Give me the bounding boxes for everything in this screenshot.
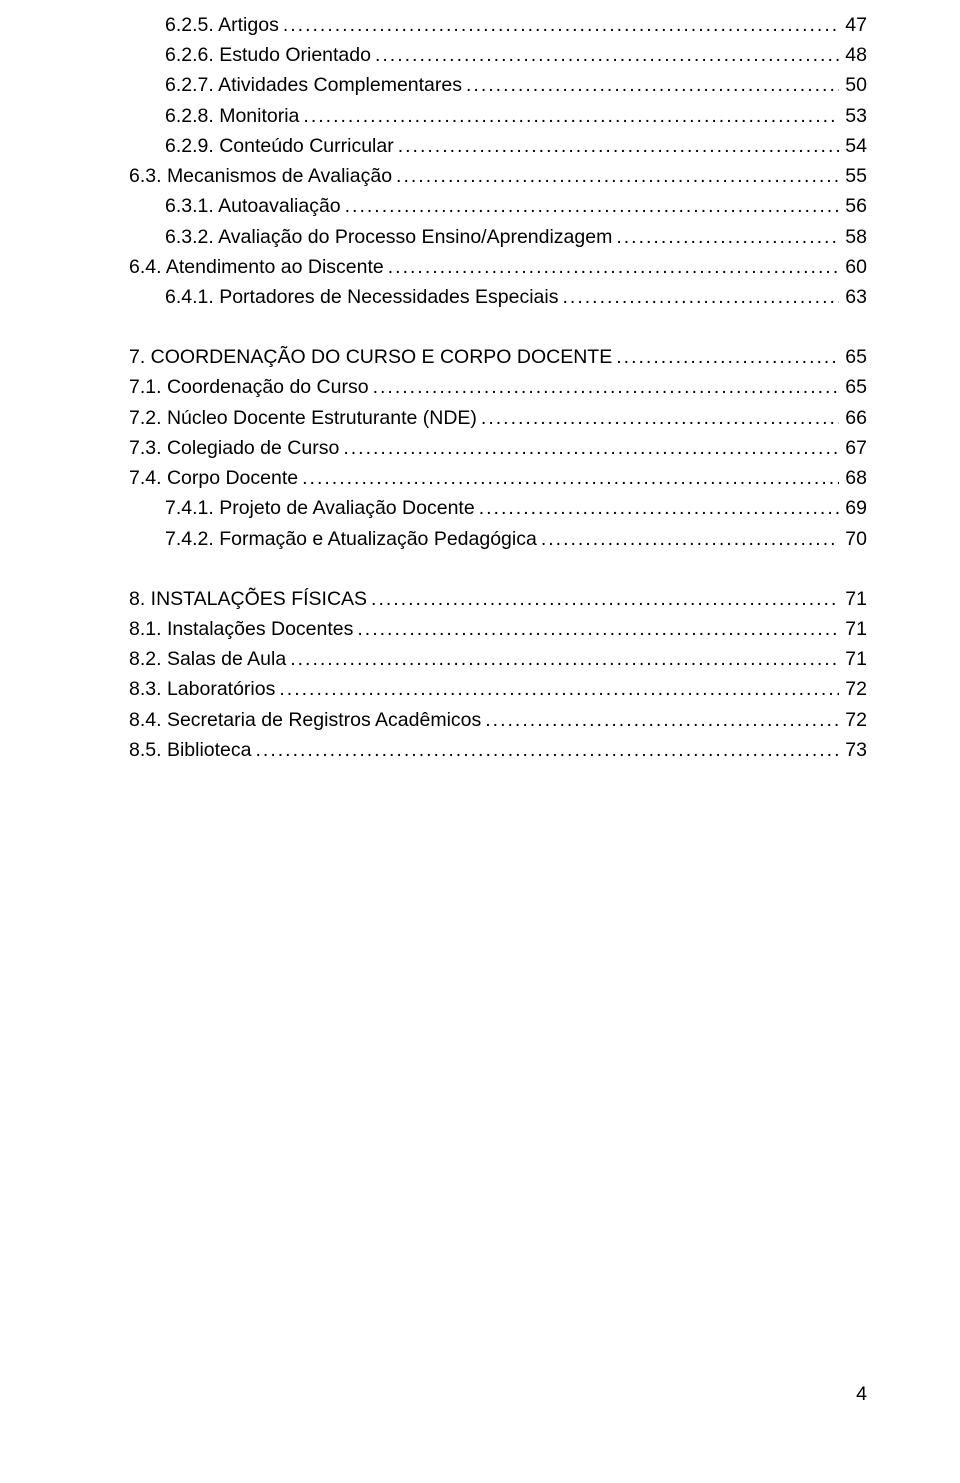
toc-page-number: 58 xyxy=(843,222,867,252)
toc-page-number: 65 xyxy=(843,372,867,402)
toc-label: 8.4. Secretaria de Registros Acadêmicos xyxy=(129,705,481,735)
toc-leader-dots xyxy=(485,705,839,735)
toc-page-number: 53 xyxy=(843,101,867,131)
toc-page-number: 47 xyxy=(843,10,867,40)
toc-leader-dots xyxy=(345,191,839,221)
toc-leader-dots xyxy=(357,614,839,644)
toc-row: 7.2. Núcleo Docente Estruturante (NDE) 6… xyxy=(93,403,867,433)
toc-label: 8.5. Biblioteca xyxy=(129,735,252,765)
toc-row: 6.4. Atendimento ao Discente 60 xyxy=(93,252,867,282)
toc-row: 6.2.7. Atividades Complementares 50 xyxy=(93,70,867,100)
toc-label: 7.1. Coordenação do Curso xyxy=(129,372,369,402)
toc-page-number: 71 xyxy=(843,614,867,644)
toc-page-number: 69 xyxy=(843,493,867,523)
toc-leader-dots xyxy=(616,222,839,252)
toc-page-number: 63 xyxy=(843,282,867,312)
toc-page-number: 56 xyxy=(843,191,867,221)
toc-page-number: 55 xyxy=(843,161,867,191)
toc-row: 6.3. Mecanismos de Avaliação 55 xyxy=(93,161,867,191)
toc-page-number: 72 xyxy=(843,674,867,704)
toc-leader-dots xyxy=(290,644,839,674)
toc-row: 6.2.5. Artigos 47 xyxy=(93,10,867,40)
toc-page-number: 54 xyxy=(843,131,867,161)
page-number: 4 xyxy=(856,1379,867,1409)
toc-leader-dots xyxy=(283,10,839,40)
table-of-contents: 6.2.5. Artigos 476.2.6. Estudo Orientado… xyxy=(93,10,867,765)
toc-label: 6.4.1. Portadores de Necessidades Especi… xyxy=(165,282,558,312)
toc-row: 8.4. Secretaria de Registros Acadêmicos … xyxy=(93,705,867,735)
toc-row: 7. COORDENAÇÃO DO CURSO E CORPO DOCENTE … xyxy=(93,342,867,372)
toc-leader-dots xyxy=(279,674,839,704)
toc-label: 7.4.2. Formação e Atualização Pedagógica xyxy=(165,524,537,554)
toc-page-number: 70 xyxy=(843,524,867,554)
toc-leader-dots xyxy=(466,70,839,100)
toc-row: 6.4.1. Portadores de Necessidades Especi… xyxy=(93,282,867,312)
toc-row: 6.2.8. Monitoria 53 xyxy=(93,101,867,131)
toc-label: 6.2.8. Monitoria xyxy=(165,101,299,131)
toc-page-number: 71 xyxy=(843,644,867,674)
toc-block: 6.2.5. Artigos 476.2.6. Estudo Orientado… xyxy=(93,10,867,312)
toc-leader-dots xyxy=(375,40,839,70)
toc-page-number: 72 xyxy=(843,705,867,735)
toc-block: 7. COORDENAÇÃO DO CURSO E CORPO DOCENTE … xyxy=(93,342,867,554)
toc-row: 6.3.2. Avaliação do Processo Ensino/Apre… xyxy=(93,222,867,252)
toc-label: 6.2.7. Atividades Complementares xyxy=(165,70,462,100)
toc-row: 8.2. Salas de Aula 71 xyxy=(93,644,867,674)
toc-block: 8. INSTALAÇÕES FÍSICAS 718.1. Instalaçõe… xyxy=(93,584,867,765)
toc-leader-dots xyxy=(303,101,839,131)
toc-label: 8.3. Laboratórios xyxy=(129,674,275,704)
toc-leader-dots xyxy=(541,524,839,554)
toc-row: 8.3. Laboratórios 72 xyxy=(93,674,867,704)
toc-leader-dots xyxy=(396,161,839,191)
toc-label: 7.2. Núcleo Docente Estruturante (NDE) xyxy=(129,403,477,433)
toc-row: 8. INSTALAÇÕES FÍSICAS 71 xyxy=(93,584,867,614)
toc-label: 7.4. Corpo Docente xyxy=(129,463,298,493)
toc-row: 7.4.2. Formação e Atualização Pedagógica… xyxy=(93,524,867,554)
toc-label: 8.1. Instalações Docentes xyxy=(129,614,353,644)
toc-label: 7.3. Colegiado de Curso xyxy=(129,433,339,463)
toc-label: 8.2. Salas de Aula xyxy=(129,644,286,674)
toc-leader-dots xyxy=(371,584,839,614)
toc-row: 6.3.1. Autoavaliação 56 xyxy=(93,191,867,221)
toc-label: 6.4. Atendimento ao Discente xyxy=(129,252,384,282)
toc-label: 6.2.9. Conteúdo Curricular xyxy=(165,131,394,161)
toc-leader-dots xyxy=(256,735,840,765)
toc-row: 7.4.1. Projeto de Avaliação Docente 69 xyxy=(93,493,867,523)
toc-label: 7. COORDENAÇÃO DO CURSO E CORPO DOCENTE xyxy=(129,342,612,372)
toc-label: 6.2.5. Artigos xyxy=(165,10,279,40)
toc-page-number: 71 xyxy=(843,584,867,614)
toc-label: 7.4.1. Projeto de Avaliação Docente xyxy=(165,493,475,523)
toc-page-number: 68 xyxy=(843,463,867,493)
toc-page-number: 67 xyxy=(843,433,867,463)
toc-page-number: 65 xyxy=(843,342,867,372)
toc-leader-dots xyxy=(562,282,839,312)
toc-leader-dots xyxy=(343,433,839,463)
toc-leader-dots xyxy=(479,493,839,523)
toc-row: 7.4. Corpo Docente 68 xyxy=(93,463,867,493)
toc-leader-dots xyxy=(616,342,839,372)
toc-page-number: 48 xyxy=(843,40,867,70)
toc-page-number: 73 xyxy=(843,735,867,765)
toc-row: 8.5. Biblioteca 73 xyxy=(93,735,867,765)
toc-row: 8.1. Instalações Docentes 71 xyxy=(93,614,867,644)
toc-leader-dots xyxy=(398,131,839,161)
toc-leader-dots xyxy=(302,463,839,493)
toc-label: 8. INSTALAÇÕES FÍSICAS xyxy=(129,584,367,614)
document-page: 6.2.5. Artigos 476.2.6. Estudo Orientado… xyxy=(0,0,960,1483)
toc-page-number: 50 xyxy=(843,70,867,100)
toc-leader-dots xyxy=(388,252,839,282)
toc-row: 7.1. Coordenação do Curso 65 xyxy=(93,372,867,402)
toc-page-number: 66 xyxy=(843,403,867,433)
toc-label: 6.3.1. Autoavaliação xyxy=(165,191,341,221)
toc-label: 6.3.2. Avaliação do Processo Ensino/Apre… xyxy=(165,222,612,252)
toc-row: 7.3. Colegiado de Curso 67 xyxy=(93,433,867,463)
toc-label: 6.3. Mecanismos de Avaliação xyxy=(129,161,392,191)
toc-row: 6.2.9. Conteúdo Curricular 54 xyxy=(93,131,867,161)
toc-row: 6.2.6. Estudo Orientado 48 xyxy=(93,40,867,70)
toc-label: 6.2.6. Estudo Orientado xyxy=(165,40,371,70)
toc-leader-dots xyxy=(373,372,839,402)
toc-leader-dots xyxy=(481,403,839,433)
toc-page-number: 60 xyxy=(843,252,867,282)
